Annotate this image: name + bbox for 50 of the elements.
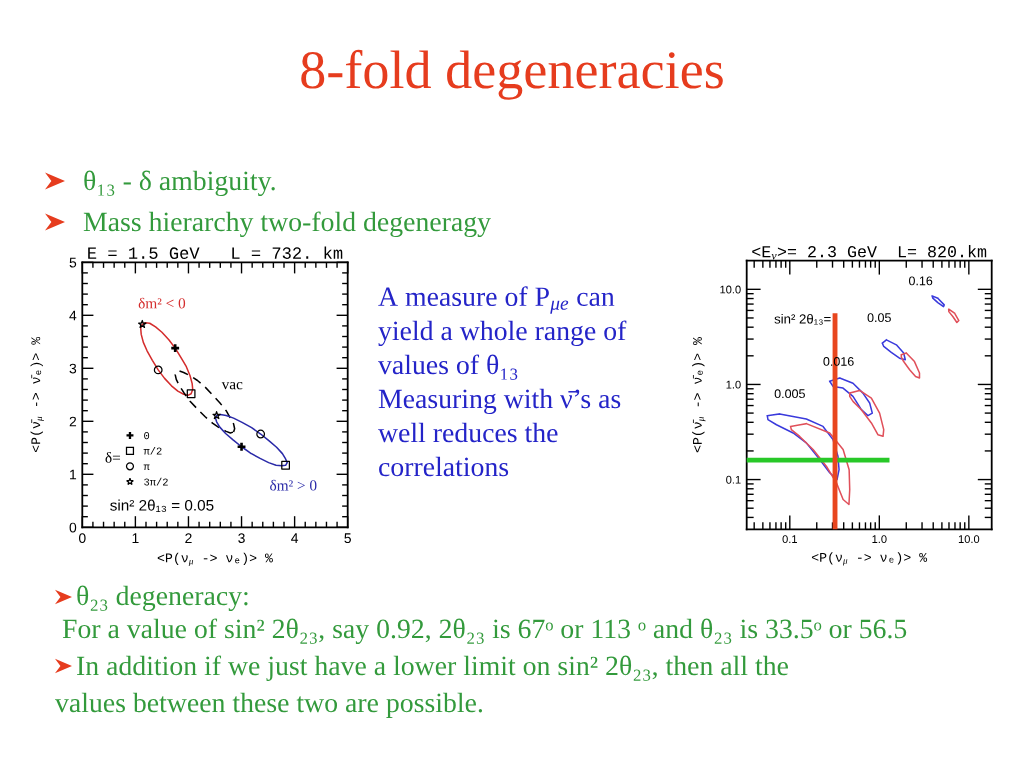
y-tick-label: 4 [69,310,77,321]
y-axis-title: <P(ν̄$_{μ}$ -> ν̄ₑ)> % [692,337,706,453]
text: A measure of P$_{μe}$ can [378,286,615,314]
text: values of θ₁₃ [378,354,518,380]
chart-title: E = 1.5 GeV L = 732. km [88,246,343,259]
text: In addition if we just have a lower limit on sin² 2θ₂₃, then all the [77,655,788,681]
text: Mass hierarchy two-fold degeneragy [83,211,491,237]
annotation: sin² 2θ₁₃ = 0.05 [110,499,214,512]
annotation: 0.005 [774,389,805,399]
annotation: 0.16 [908,276,933,286]
x-axis-title: <P(ν$_{μ}$ -> νₑ)> % [157,552,273,567]
x-tick-label: 10.0 [958,535,980,544]
legend-label: 3π/2 [144,477,168,486]
y-tick-label: 0.1 [726,475,741,484]
text: values between these two are possible. [55,692,483,718]
annotation: 0.05 [867,313,891,323]
x-tick-label: 3 [238,533,245,544]
x-tick-label: 0.1 [782,535,797,544]
text: θ₁₃ - δ ambiguity. [84,170,275,196]
x-tick-label: 5 [344,533,351,544]
text: For a value of sin² 2θ₂₃, say 0.92, 2θ₂₃ is 67ᵒ or 113 ᵒ and θ₂₃ is 33.5ᵒ or 56.5 [62,618,907,644]
x-tick-label: 4 [291,533,299,543]
y-axis-title: <P(ν̄$_{μ}$ -> ν̄ₑ)> % [30,336,44,453]
y-tick-label: 1.0 [726,380,741,389]
y-tick-label: 1 [70,469,77,480]
y-tick-label: 10.0 [720,285,741,294]
legend-label: π [143,464,150,471]
text: Measuring with ν̄’s as [378,388,621,414]
series-label: δm² < 0 [138,297,186,309]
chart-title: <E$_{ν}$>= 2.3 GeV L= 820.km [752,245,987,260]
legend-label: π/2 [143,446,162,455]
x-tick-label: 1.0 [872,535,887,544]
y-tick-label: 0 [69,522,77,533]
x-tick-label: 0 [78,533,86,544]
series-label: δm² > 0 [270,479,317,491]
x-tick-label: 1 [132,533,139,543]
x-axis-title: <P(ν$_{μ}$ -> νₑ)> % [811,552,928,566]
y-tick-label: 3 [69,363,77,374]
annotation: sin² 2θ₁₃= [774,313,831,325]
x-tick-label: 2 [185,533,192,543]
legend-label: 0 [144,432,150,440]
series-label: vac [221,382,243,390]
y-tick-label: 5 [69,257,77,268]
text: well reduces the [378,422,558,443]
y-tick-label: 2 [69,416,77,427]
text: correlations [379,456,509,477]
text: yield a whole range of [378,320,627,346]
text: 8-fold degeneracies [301,49,723,100]
legend-title: δ= [105,451,121,463]
text: θ₂₃ degeneracy: [77,585,248,611]
